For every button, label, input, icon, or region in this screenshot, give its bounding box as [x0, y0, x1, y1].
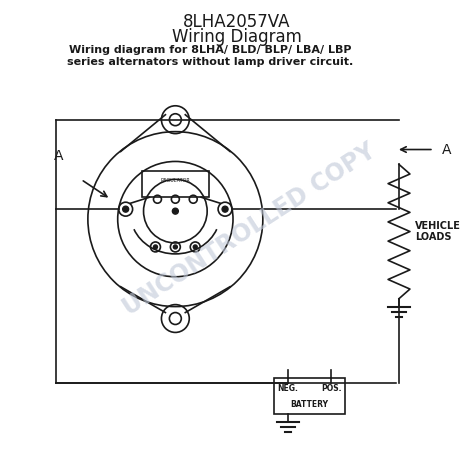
Circle shape — [123, 206, 128, 212]
Text: Wiring diagram for 8LHA/ BLD/ BLP/ LBA/ LBP
series alternators without lamp driv: Wiring diagram for 8LHA/ BLD/ BLP/ LBA/ … — [67, 45, 353, 67]
Text: VEHICLE
LOADS: VEHICLE LOADS — [415, 221, 461, 242]
Circle shape — [193, 245, 197, 249]
Text: 8LHA2057VA: 8LHA2057VA — [183, 13, 291, 31]
Bar — [274, 378, 346, 414]
Text: UNCONTROLLED COPY: UNCONTROLLED COPY — [119, 138, 381, 320]
Bar — [142, 172, 209, 197]
Text: A: A — [442, 143, 452, 156]
Text: REGULATOR: REGULATOR — [161, 178, 190, 183]
Circle shape — [173, 208, 178, 214]
Text: BATTERY: BATTERY — [291, 400, 328, 409]
Circle shape — [173, 245, 177, 249]
Text: NEG.: NEG. — [277, 383, 298, 392]
Circle shape — [222, 206, 228, 212]
Circle shape — [154, 245, 157, 249]
Text: POS.: POS. — [321, 383, 342, 392]
Text: Wiring Diagram: Wiring Diagram — [172, 28, 302, 46]
Text: A: A — [55, 149, 64, 164]
